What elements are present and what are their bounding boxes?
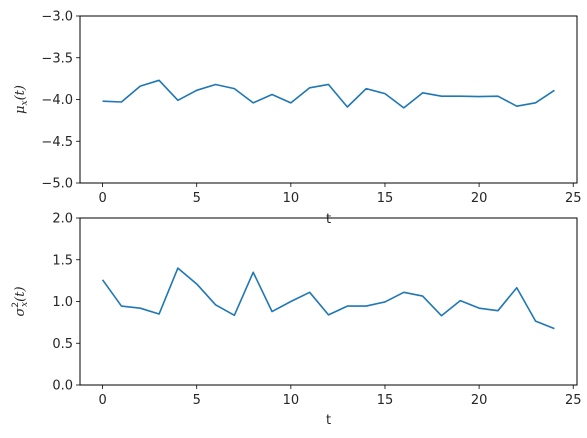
y-tick-label: −4.5 [41,135,73,150]
y-ticks: 0.0 0.5 1.0 1.5 2.0 [52,212,80,394]
x-tick-label: 15 [377,191,394,206]
y-tick-label: −4.0 [41,93,73,108]
x-tick-label: 0 [98,393,106,408]
x-tick-label: 5 [193,393,201,408]
y-tick-label: 2.0 [52,212,73,227]
x-tick-label: 25 [565,191,582,206]
y-tick-label: −3.5 [41,51,73,66]
series-line-mean [102,79,555,109]
plot-frame [79,217,578,386]
x-ticks: 0 5 10 15 20 25 [98,385,582,408]
y-axis-label-subscript: x [20,302,30,307]
y-tick-label: 0.0 [52,379,73,394]
y-tick-label: 1.5 [52,253,73,268]
y-axis-label-suffix: (t) [13,286,28,301]
y-axis-label: μx(t) [13,85,30,114]
x-ticks: 0 5 10 15 20 25 [98,183,582,206]
y-axis-label-subscript: x [20,100,30,105]
plot-frame [79,15,578,184]
x-tick-label: 10 [283,191,300,206]
subplot-variance: 0.0 0.5 1.0 1.5 2.0 0 5 10 15 20 25 t σ2x(t) [11,212,582,429]
x-tick-label: 5 [193,191,201,206]
series-line-variance [101,267,555,330]
x-axis-label: t [326,413,331,428]
y-ticks: −5.0 −4.5 −4.0 −3.5 −3.0 [41,10,80,192]
y-tick-label: −3.0 [41,10,73,25]
y-axis-label: σ2x(t) [11,286,30,316]
y-tick-label: −5.0 [41,177,73,192]
y-axis-label-symbol: σ [13,307,28,317]
y-axis-label-symbol: μ [13,106,28,114]
y-axis-label-superscript: 2 [11,302,21,308]
x-tick-label: 20 [471,191,488,206]
y-tick-label: 1.0 [52,295,73,310]
x-tick-label: 20 [471,393,488,408]
x-tick-label: 0 [98,191,106,206]
x-axis-label: t [326,212,331,227]
x-tick-label: 15 [377,393,394,408]
y-axis-label-suffix: (t) [13,85,28,100]
x-tick-label: 25 [565,393,582,408]
x-tick-label: 10 [283,393,300,408]
subplot-mean: −5.0 −4.5 −4.0 −3.5 −3.0 0 5 10 15 20 25 t μx(t) [13,10,582,228]
y-tick-label: 0.5 [52,337,73,352]
